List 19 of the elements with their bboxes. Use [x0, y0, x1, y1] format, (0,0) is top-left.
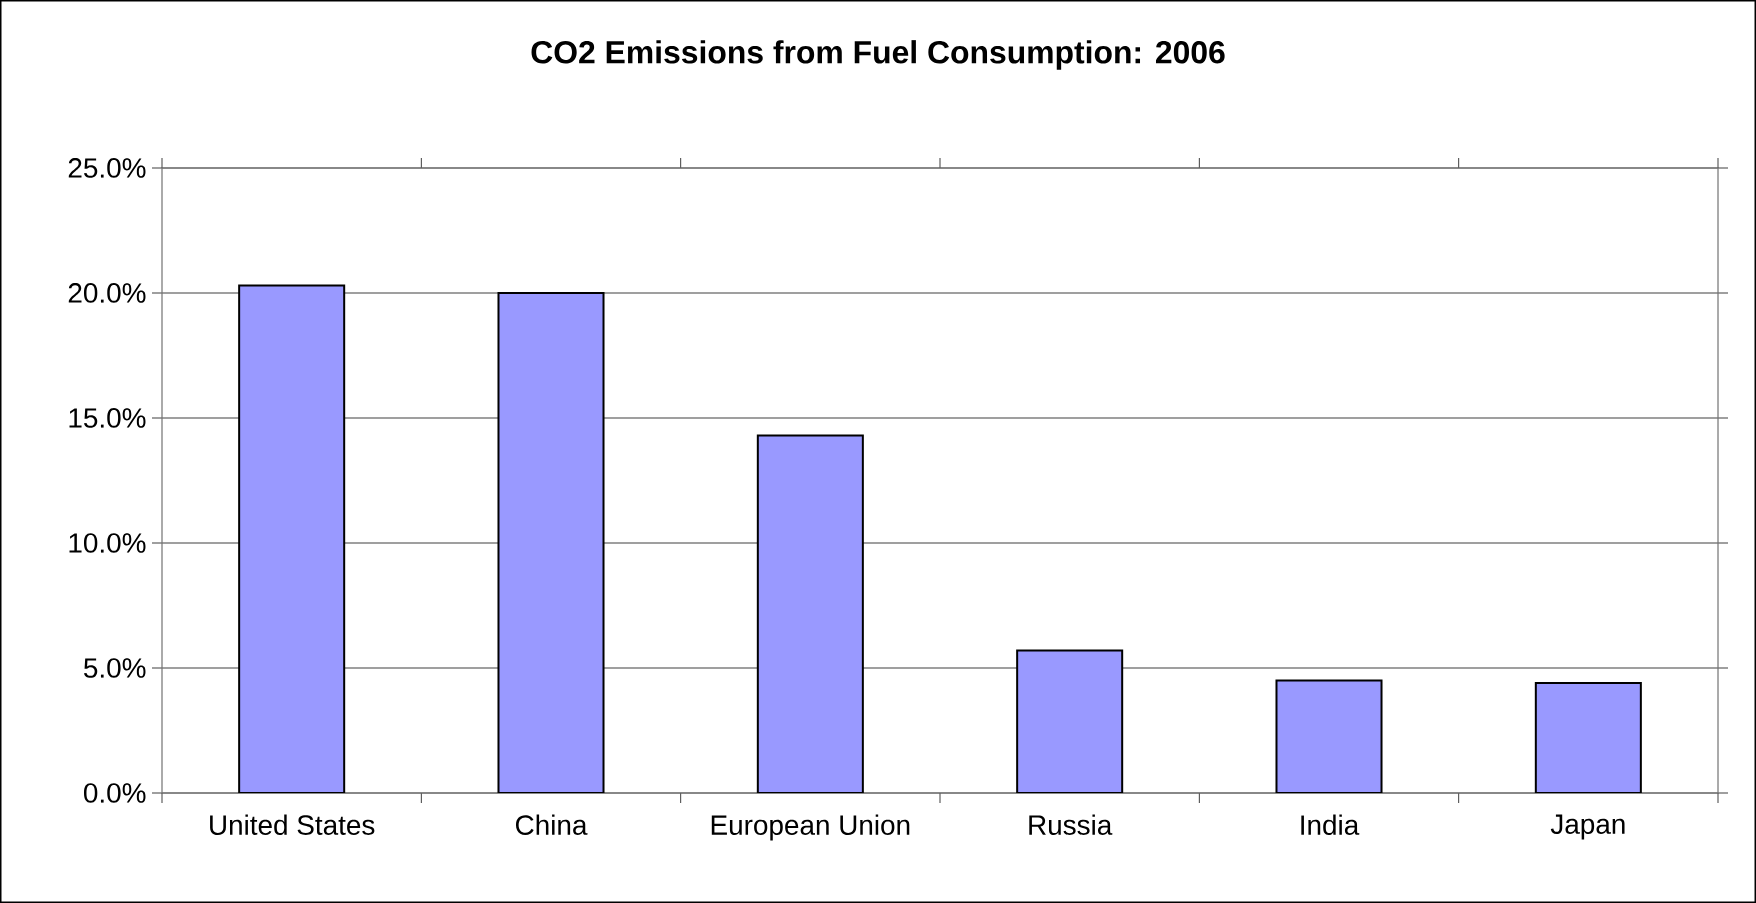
y-tick-label: 20.0%: [68, 283, 146, 303]
y-tick-label: 0.0%: [83, 783, 146, 803]
y-tick-label: 25.0%: [68, 158, 146, 178]
x-tick-label: China: [515, 814, 588, 835]
x-tick-label: United States: [210, 814, 375, 835]
bar: [1275, 679, 1383, 793]
y-tick-label: 10.0%: [69, 533, 146, 553]
x-tick-label: Russia: [1029, 814, 1113, 835]
chart-title: CO2 Emissions from Fuel Consumption: 2006: [531, 40, 1225, 70]
y-tick-label: 15.0%: [69, 408, 146, 428]
x-tick-label: India: [1301, 814, 1360, 835]
x-tick-label: European Union: [711, 814, 910, 841]
bar: [756, 434, 864, 793]
bar: [1016, 649, 1124, 793]
x-tick-label: Japan: [1550, 814, 1625, 840]
bar: [238, 284, 346, 793]
y-tick-label: 5.0%: [84, 658, 146, 678]
bar: [1534, 682, 1642, 793]
bar: [497, 291, 605, 793]
